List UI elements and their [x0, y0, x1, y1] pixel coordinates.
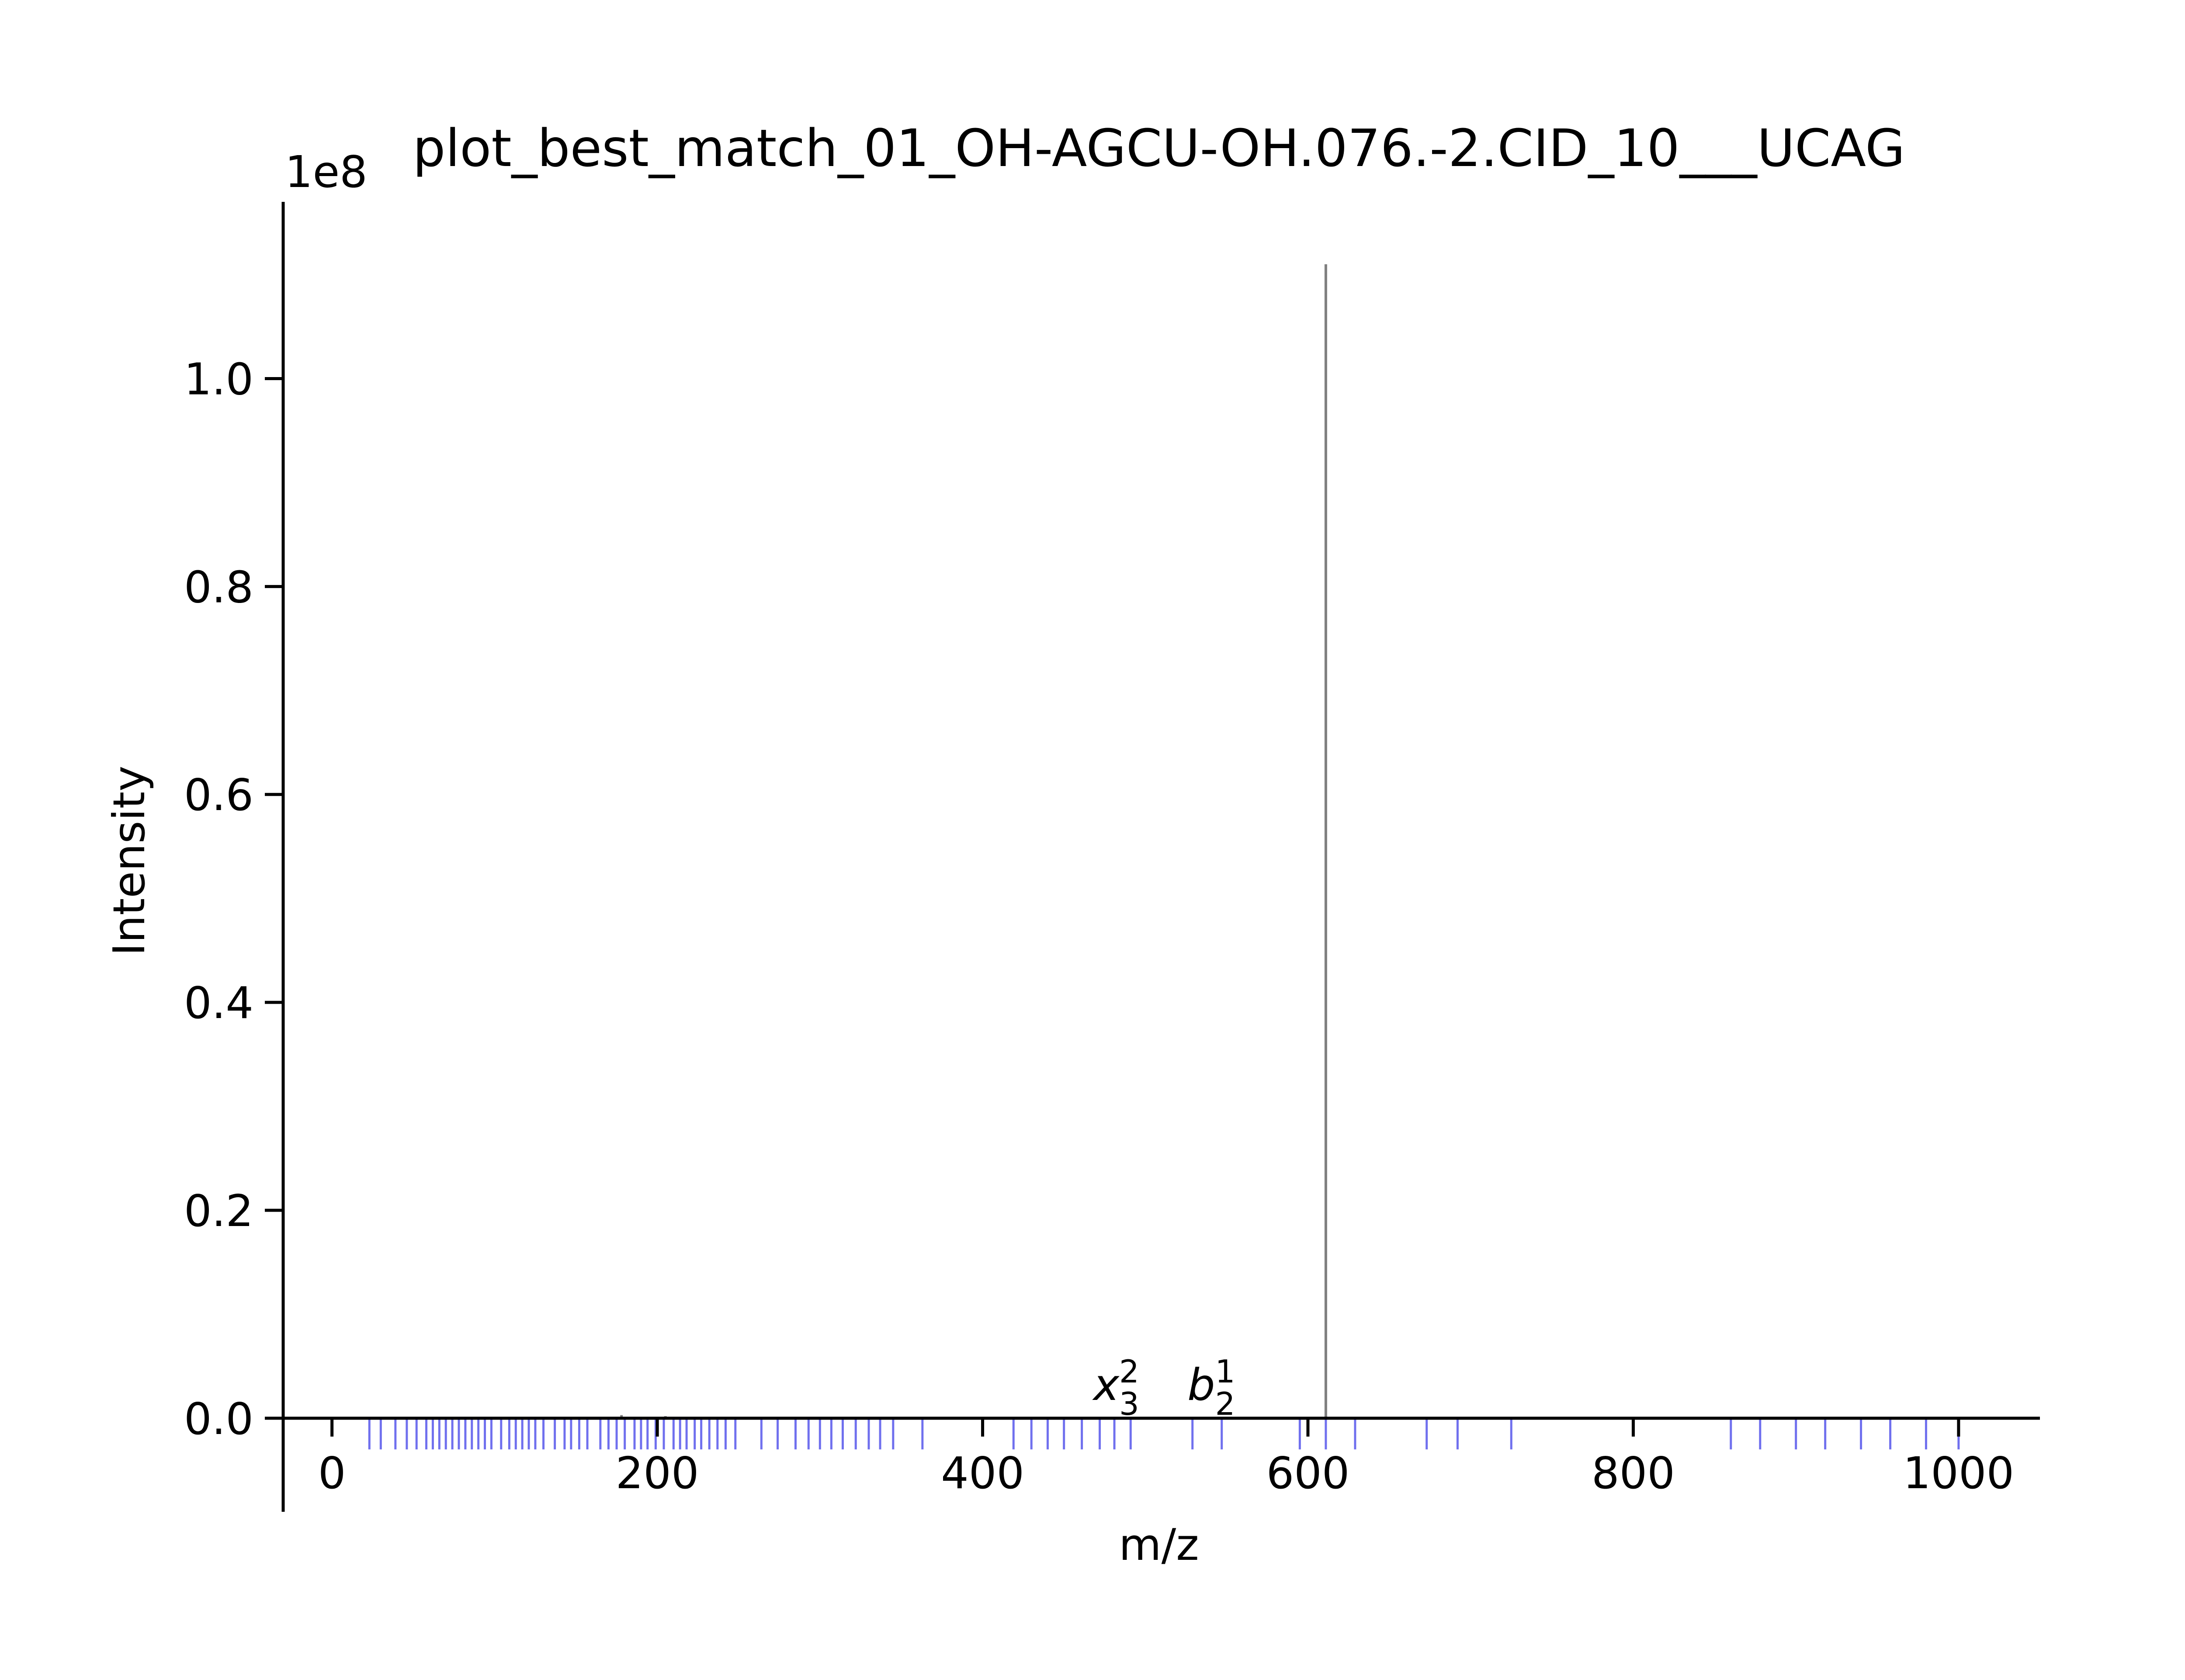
x-tick-label: 600 [1266, 1448, 1350, 1499]
peak-annotations: x 23 b 12 [1092, 1353, 1235, 1422]
x-tick-label: 1000 [1903, 1448, 2015, 1499]
axes: 0 200 400 600 800 1000 0.0 0.2 0.4 0.6 0.8 1.0 [184, 202, 2040, 1512]
x-tick-label: 0 [318, 1448, 346, 1499]
y-tick-label: 0.2 [184, 1185, 253, 1237]
x-tick-label: 200 [616, 1448, 699, 1499]
y-tick-label: 0.0 [184, 1393, 253, 1444]
theoretical-fragments [368, 1418, 1960, 1450]
x-tick-label: 800 [1592, 1448, 1675, 1499]
y-tick-label: 0.4 [184, 977, 253, 1029]
y-tick-label: 1.0 [184, 353, 253, 405]
annotation-superscript: 1 [1215, 1353, 1235, 1390]
annotation-label: x [1092, 1359, 1120, 1410]
annotation-superscript: 2 [1119, 1353, 1139, 1390]
annotation-subscript: 2 [1215, 1386, 1235, 1422]
y-tick-label: 0.6 [184, 769, 253, 821]
annotation-subscript: 3 [1119, 1386, 1139, 1422]
y-tick-label: 0.8 [184, 561, 253, 613]
annotation-label: b [1187, 1359, 1215, 1410]
x-tick-label: 400 [941, 1448, 1024, 1499]
chart-title: plot_best_match_01_OH-AGCU-OH.076.-2.CID… [413, 118, 1905, 178]
x-axis-label: m/z [1119, 1519, 1199, 1570]
y-offset-label: 1e8 [285, 146, 368, 197]
y-axis-label: Intensity [104, 766, 155, 956]
